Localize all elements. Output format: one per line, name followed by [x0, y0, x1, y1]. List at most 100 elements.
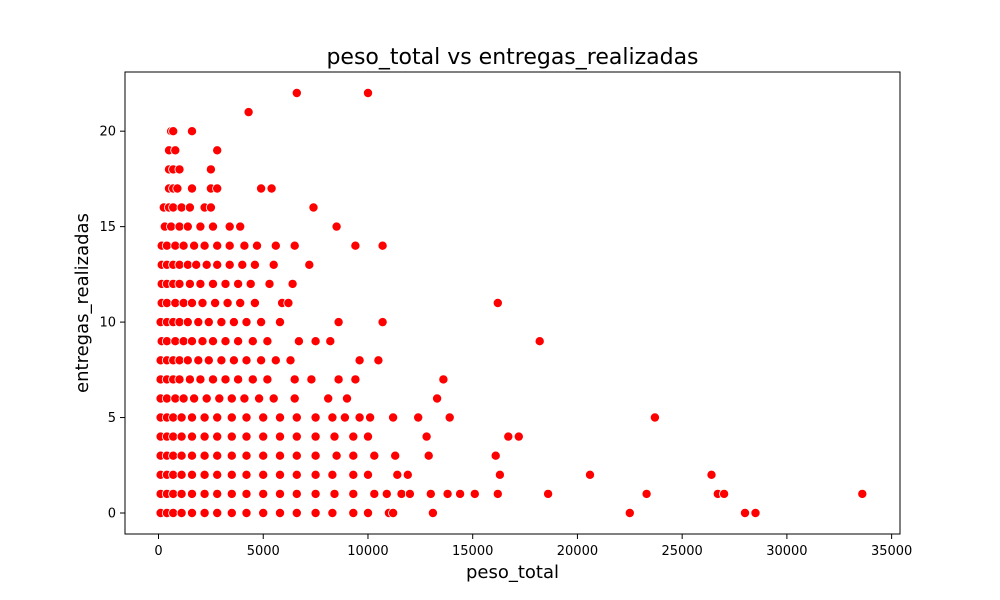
- data-point: [170, 336, 181, 347]
- x-tick-label: 20000: [557, 544, 598, 559]
- data-point: [178, 240, 189, 251]
- data-point: [274, 469, 285, 480]
- data-point: [222, 297, 233, 308]
- data-point: [274, 450, 285, 461]
- data-point: [492, 297, 503, 308]
- data-point: [388, 507, 399, 518]
- y-axis-ticks: 0 5 10 15 20: [99, 125, 125, 522]
- data-point: [291, 431, 302, 442]
- data-point: [289, 393, 300, 404]
- data-point: [513, 431, 524, 442]
- data-point: [172, 183, 183, 194]
- data-point: [331, 221, 342, 232]
- data-point: [186, 126, 197, 137]
- data-point: [168, 507, 179, 518]
- data-point: [207, 278, 218, 289]
- data-point: [228, 355, 239, 366]
- data-point: [176, 450, 187, 461]
- data-point: [239, 240, 250, 251]
- x-tick-label: 35000: [871, 544, 912, 559]
- data-point: [327, 412, 338, 423]
- data-point: [195, 221, 206, 232]
- data-point: [226, 431, 237, 442]
- data-point: [534, 336, 545, 347]
- x-axis-label: peso_total: [466, 562, 559, 583]
- data-point: [362, 507, 373, 518]
- data-point: [258, 507, 269, 518]
- data-point: [220, 278, 231, 289]
- data-point: [492, 488, 503, 499]
- data-point: [706, 469, 717, 480]
- data-point: [212, 145, 223, 156]
- data-point: [381, 488, 392, 499]
- data-point: [212, 431, 223, 442]
- data-point: [270, 240, 281, 251]
- data-point: [455, 488, 466, 499]
- data-point: [404, 488, 415, 499]
- data-point: [256, 317, 267, 328]
- data-point: [170, 145, 181, 156]
- data-point: [235, 297, 246, 308]
- data-point: [329, 431, 340, 442]
- data-point: [168, 469, 179, 480]
- data-point: [228, 317, 239, 328]
- data-point: [241, 488, 252, 499]
- data-point: [241, 355, 252, 366]
- data-point: [310, 412, 321, 423]
- data-point: [212, 259, 223, 270]
- data-point: [161, 393, 172, 404]
- data-point: [327, 469, 338, 480]
- data-point: [750, 507, 761, 518]
- data-point: [325, 336, 336, 347]
- data-point: [212, 412, 223, 423]
- data-point: [270, 355, 281, 366]
- data-point: [182, 317, 193, 328]
- data-point: [396, 488, 407, 499]
- data-point: [291, 488, 302, 499]
- data-point: [369, 450, 380, 461]
- data-point: [197, 297, 208, 308]
- y-tick-label: 10: [99, 316, 116, 331]
- x-tick-label: 5000: [247, 544, 280, 559]
- x-axis-ticks: 0 5000 10000 15000 20000 25000 30000 35000: [154, 534, 912, 559]
- data-point: [199, 507, 210, 518]
- data-point: [348, 488, 359, 499]
- data-point: [413, 412, 424, 423]
- data-point: [373, 355, 384, 366]
- data-point: [203, 317, 214, 328]
- data-point: [287, 278, 298, 289]
- data-point: [195, 278, 206, 289]
- data-point: [310, 507, 321, 518]
- data-point: [176, 431, 187, 442]
- y-axis-label: entregas_realizadas: [72, 213, 93, 393]
- data-point: [186, 297, 197, 308]
- data-point: [233, 278, 244, 289]
- data-point: [274, 507, 285, 518]
- data-point: [293, 336, 304, 347]
- data-point: [214, 393, 225, 404]
- data-point: [226, 393, 237, 404]
- data-point: [350, 240, 361, 251]
- data-point: [233, 336, 244, 347]
- data-point: [291, 412, 302, 423]
- data-point: [423, 450, 434, 461]
- data-point: [249, 259, 260, 270]
- data-point: [274, 317, 285, 328]
- data-point: [170, 393, 181, 404]
- data-point: [306, 374, 317, 385]
- data-point: [186, 412, 197, 423]
- data-point: [207, 221, 218, 232]
- x-tick-label: 25000: [661, 544, 702, 559]
- data-point: [168, 431, 179, 442]
- data-point: [641, 488, 652, 499]
- data-point: [168, 488, 179, 499]
- data-point: [333, 374, 344, 385]
- data-point: [241, 431, 252, 442]
- data-point: [268, 259, 279, 270]
- data-point: [195, 374, 206, 385]
- data-point: [212, 488, 223, 499]
- data-point: [176, 488, 187, 499]
- data-point: [490, 450, 501, 461]
- data-point: [226, 450, 237, 461]
- data-point: [168, 202, 179, 213]
